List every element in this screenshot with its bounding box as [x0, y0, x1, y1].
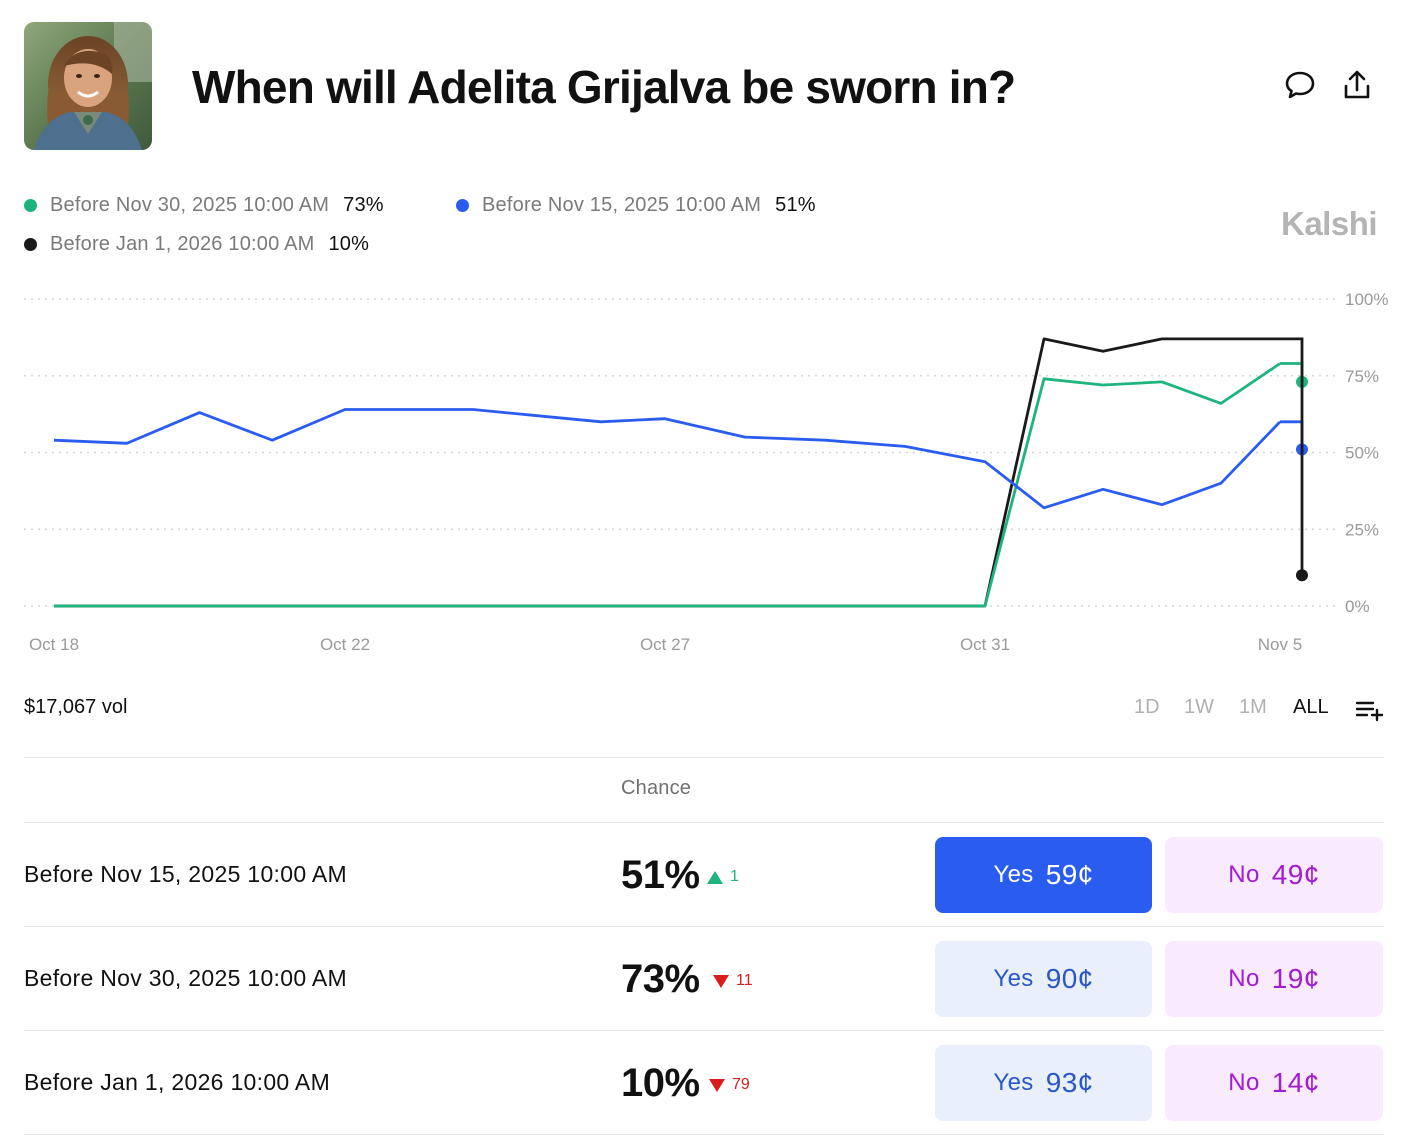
share-icon[interactable] [1340, 68, 1374, 102]
no-price: 19¢ [1271, 963, 1320, 994]
yes-label: Yes [993, 861, 1034, 888]
no-label: No [1228, 861, 1260, 888]
range-1w-button[interactable]: 1W [1184, 696, 1214, 718]
price-chart[interactable]: 100% 75% 50% 25% 0% Oct 18 Oct 22 Oct 27 Oct 31 N… [0, 270, 1408, 670]
series-line-nov30 [54, 362, 1281, 608]
buy-no-button[interactable]: No 14¢ [1165, 1045, 1383, 1121]
chance-column-header: Chance [621, 777, 692, 799]
series-drop-line [1280, 337, 1304, 576]
legend-value: 10% [328, 233, 370, 255]
legend-label: Before Nov 30, 2025 10:00 AM [50, 194, 330, 216]
no-label: No [1228, 965, 1260, 992]
legend-dot [24, 238, 37, 251]
yes-price: 59¢ [1045, 859, 1094, 890]
legend-item-jan1[interactable]: Before Jan 1, 2026 10:00 AM 10% [24, 233, 369, 256]
outcome-row[interactable]: Before Nov 30, 2025 10:00 AM 73% 11 Yes … [24, 927, 1384, 1031]
y-tick-label: 100% [1345, 290, 1388, 309]
outcome-chance: 73% [621, 957, 700, 1001]
series-line-jan1 [54, 337, 1280, 608]
page-title: When will Adelita Grijalva be sworn in? [192, 61, 1016, 113]
chance-change-value: 11 [736, 972, 753, 989]
no-label: No [1228, 1069, 1260, 1096]
chance-change-value: 79 [732, 1076, 750, 1093]
outcome-label: Before Nov 30, 2025 10:00 AM [24, 965, 347, 991]
buy-yes-button[interactable]: Yes 59¢ [935, 837, 1152, 913]
yes-label: Yes [993, 1069, 1034, 1096]
series-line-nov15 [53, 408, 1282, 510]
x-tick-label: Nov 5 [1258, 635, 1302, 654]
y-tick-label: 50% [1345, 444, 1379, 463]
chance-change-value: 1 [730, 868, 739, 885]
endpoint-marker-jan1 [1296, 569, 1308, 582]
outcome-row[interactable]: Before Jan 1, 2026 10:00 AM 10% 79 Yes 9… [24, 1031, 1384, 1135]
divider [24, 1134, 1384, 1135]
yes-price: 93¢ [1045, 1067, 1094, 1098]
divider [24, 1030, 1384, 1031]
y-tick-label: 25% [1345, 520, 1379, 539]
x-tick-label: Oct 22 [320, 635, 370, 654]
divider [24, 822, 1384, 823]
legend-label: Before Jan 1, 2026 10:00 AM [50, 233, 315, 255]
volume-text: $17,067 vol [24, 696, 128, 718]
brand-logo: Kalshi [1281, 205, 1378, 242]
yes-label: Yes [993, 965, 1034, 992]
outcome-chance: 51% [621, 853, 700, 897]
legend-value: 73% [343, 194, 384, 216]
divider [24, 926, 1384, 927]
x-tick-label: Oct 27 [640, 635, 690, 654]
y-tick-label: 0% [1345, 597, 1370, 616]
outcome-label: Before Nov 15, 2025 10:00 AM [24, 861, 347, 887]
legend-value: 51% [775, 194, 816, 216]
range-all-button[interactable]: ALL [1293, 696, 1329, 718]
comment-icon[interactable] [1283, 68, 1317, 102]
market-header: When will Adelita Grijalva be sworn in? [24, 22, 1384, 150]
legend-label: Before Nov 15, 2025 10:00 AM [482, 194, 762, 216]
buy-no-button[interactable]: No 19¢ [1165, 941, 1383, 1017]
down-arrow-icon [709, 1078, 725, 1092]
buy-no-button[interactable]: No 49¢ [1165, 837, 1383, 913]
x-tick-label: Oct 31 [960, 635, 1010, 654]
outcome-row[interactable]: Before Nov 15, 2025 10:00 AM 51% 1 Yes 5… [24, 823, 1384, 927]
down-arrow-icon [713, 974, 729, 988]
outcome-label: Before Jan 1, 2026 10:00 AM [24, 1069, 331, 1095]
legend-dot [24, 199, 37, 212]
up-arrow-icon [707, 870, 723, 884]
range-1m-button[interactable]: 1M [1239, 696, 1267, 718]
buy-yes-button[interactable]: Yes 93¢ [935, 1045, 1152, 1121]
range-1d-button[interactable]: 1D [1134, 696, 1160, 718]
chance-change: 11 [713, 972, 753, 990]
no-price: 14¢ [1271, 1067, 1320, 1098]
divider [24, 757, 1384, 758]
avatar [24, 22, 152, 150]
x-tick-label: Oct 18 [29, 635, 79, 654]
list-add-icon[interactable] [1355, 698, 1384, 722]
yes-price: 90¢ [1045, 963, 1094, 994]
legend-item-nov30[interactable]: Before Nov 30, 2025 10:00 AM 73% [24, 194, 384, 217]
legend-dot [456, 199, 469, 212]
legend-item-nov15[interactable]: Before Nov 15, 2025 10:00 AM 51% [456, 194, 816, 217]
no-price: 49¢ [1271, 859, 1320, 890]
chance-change: 79 [709, 1076, 750, 1094]
chance-change: 1 [707, 868, 739, 886]
buy-yes-button[interactable]: Yes 90¢ [935, 941, 1152, 1017]
y-tick-label: 75% [1345, 367, 1379, 386]
outcome-chance: 10% [621, 1061, 700, 1105]
